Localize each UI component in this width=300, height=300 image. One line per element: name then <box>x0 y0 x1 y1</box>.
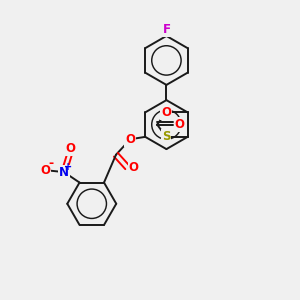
Text: -: - <box>48 157 53 170</box>
Text: O: O <box>40 164 50 177</box>
Text: O: O <box>66 142 76 155</box>
Text: O: O <box>161 106 171 119</box>
Text: S: S <box>162 130 170 143</box>
Text: +: + <box>64 162 72 172</box>
Text: O: O <box>129 161 139 174</box>
Text: N: N <box>59 166 69 178</box>
Text: O: O <box>175 118 184 131</box>
Text: O: O <box>125 133 135 146</box>
Text: F: F <box>162 23 170 36</box>
